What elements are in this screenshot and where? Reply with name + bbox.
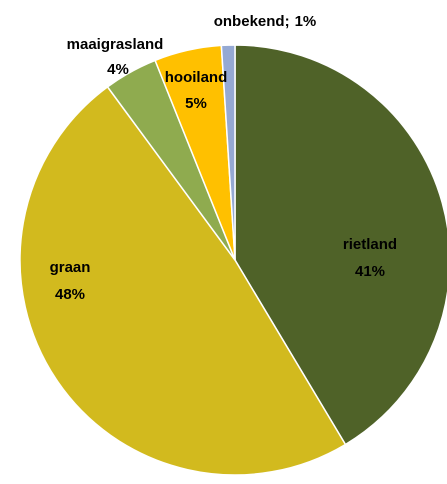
slice-label: onbekend; 1%	[214, 13, 317, 30]
category-label: hooiland	[165, 69, 228, 86]
category-label: graan	[50, 259, 91, 276]
pie-slice	[234, 44, 447, 446]
value-label: 1%	[295, 13, 317, 30]
pie-slice	[220, 44, 236, 261]
category-label: onbekend;	[214, 13, 290, 30]
value-label: 4%	[107, 61, 129, 78]
category-label: maaigrasland	[67, 36, 164, 53]
value-label: 5%	[185, 95, 207, 112]
value-label: 48%	[55, 286, 85, 303]
pie-slice	[19, 85, 347, 476]
value-label: 41%	[355, 263, 385, 280]
category-label: rietland	[343, 236, 397, 253]
